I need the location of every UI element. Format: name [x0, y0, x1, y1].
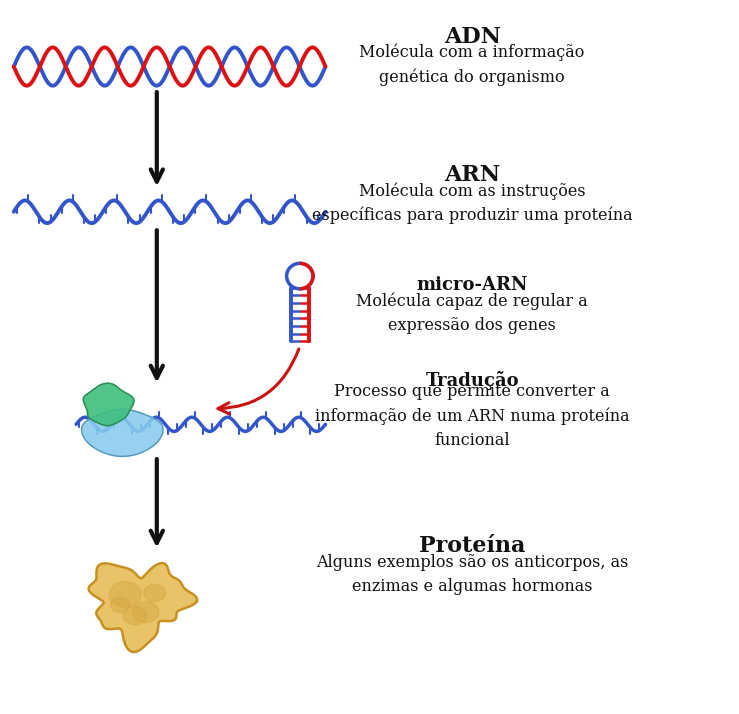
Polygon shape — [132, 601, 159, 623]
Polygon shape — [111, 597, 129, 613]
Polygon shape — [143, 585, 166, 601]
Circle shape — [287, 263, 313, 289]
Text: Proteína: Proteína — [419, 536, 525, 557]
Polygon shape — [123, 606, 146, 625]
Text: Alguns exemplos são os anticorpos, as
enzimas e algumas hormonas: Alguns exemplos são os anticorpos, as en… — [316, 554, 628, 595]
Text: Tradução: Tradução — [426, 371, 519, 390]
Text: ADN: ADN — [443, 26, 501, 48]
Polygon shape — [89, 563, 197, 652]
Text: Processo que permite converter a
informação de um ARN numa proteína
funcional: Processo que permite converter a informa… — [315, 383, 630, 449]
Polygon shape — [81, 409, 163, 456]
Text: Molécula com a informação
genética do organismo: Molécula com a informação genética do or… — [359, 44, 585, 86]
Text: Molécula capaz de regular a
expressão dos genes: Molécula capaz de regular a expressão do… — [356, 292, 588, 334]
Text: Molécula com as instruções
específicas para produzir uma proteína: Molécula com as instruções específicas p… — [312, 182, 633, 224]
Text: micro-ARN: micro-ARN — [417, 276, 528, 293]
Text: ARN: ARN — [444, 164, 500, 186]
Polygon shape — [109, 582, 141, 607]
Polygon shape — [84, 383, 134, 426]
